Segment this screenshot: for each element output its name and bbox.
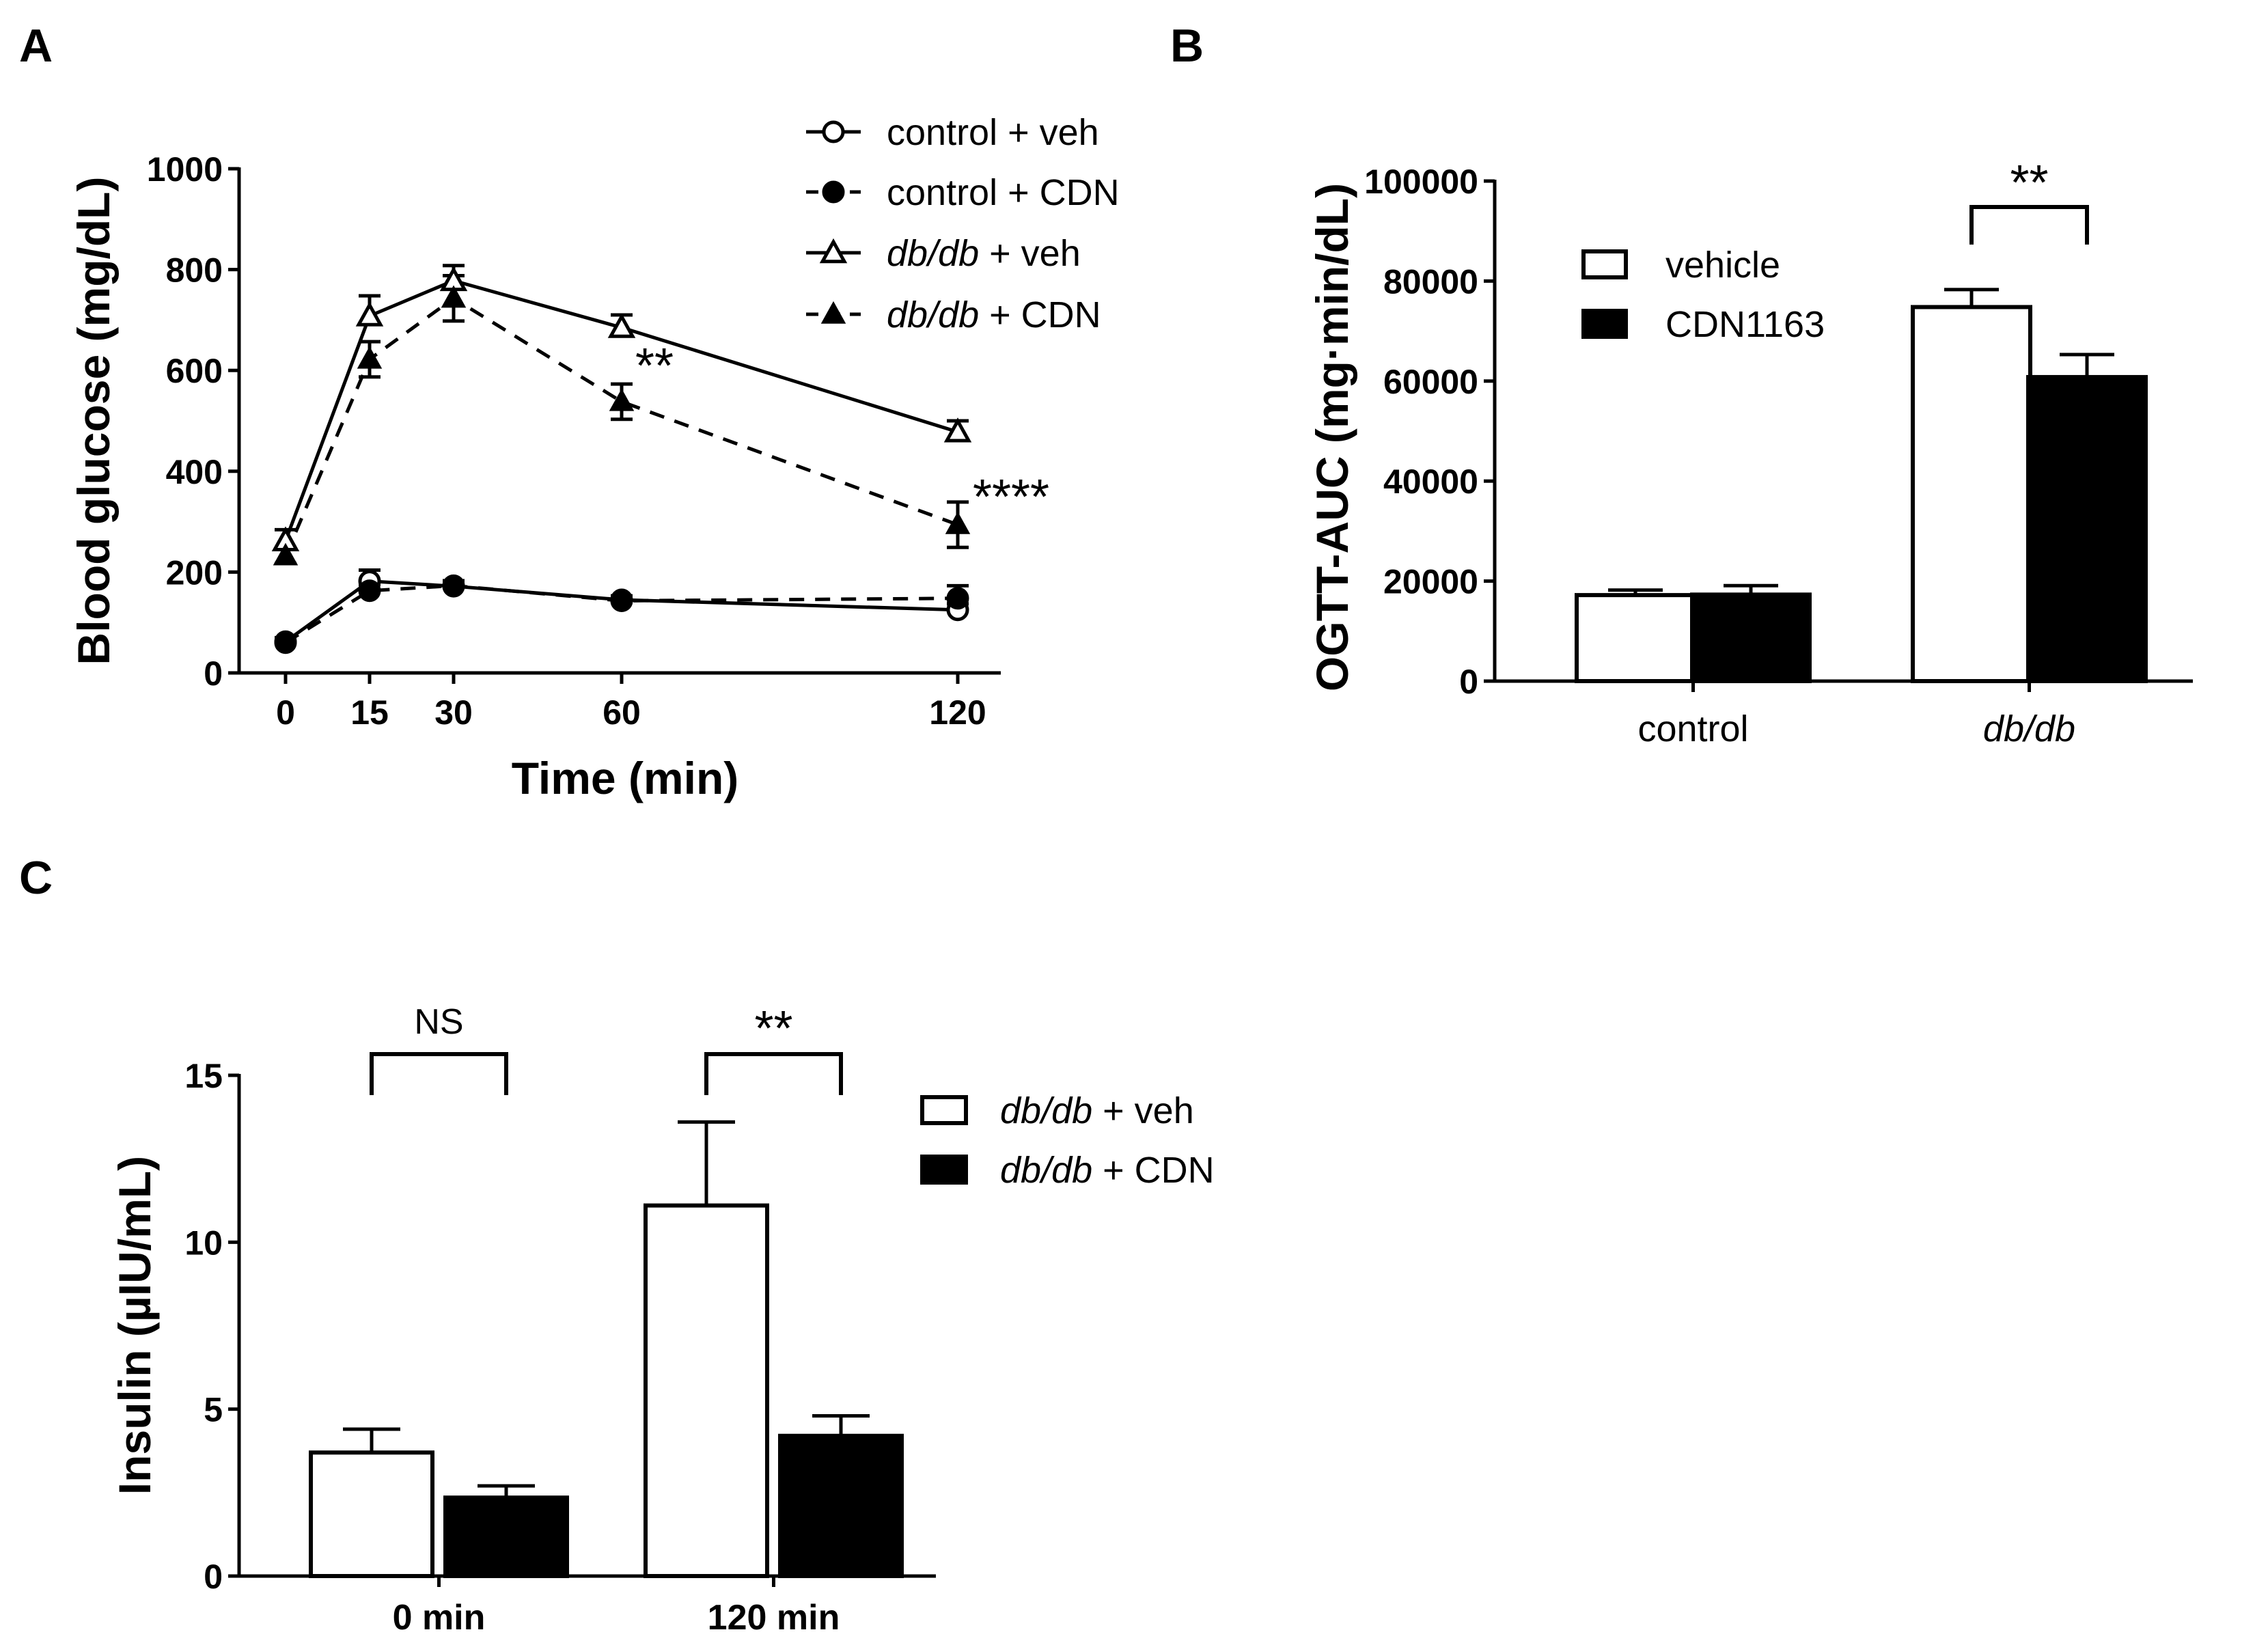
legend-label-part: db/db bbox=[1000, 1090, 1092, 1131]
legend-label-part: control bbox=[887, 112, 997, 153]
significance-label: **** bbox=[973, 470, 1049, 525]
bar-cdn1163 bbox=[1690, 592, 1812, 684]
y-tick-label: 0 bbox=[204, 1558, 223, 1596]
legend-label: db/db + CDN bbox=[1000, 1150, 1215, 1191]
bar-dbdb-cdn bbox=[778, 1433, 904, 1579]
significance-bracket bbox=[704, 1052, 843, 1095]
legend-label: vehicle bbox=[1665, 245, 1780, 286]
data-point bbox=[273, 542, 299, 566]
y-tick-label: 600 bbox=[166, 352, 223, 390]
x-tick-label: 120 bbox=[929, 693, 986, 732]
y-axis-title: Insulin (µIU/mL) bbox=[109, 1156, 160, 1495]
x-tick-label: 30 bbox=[434, 693, 473, 732]
y-tick-label: 20000 bbox=[1383, 563, 1478, 601]
legend-label-part: + veh bbox=[979, 233, 1081, 274]
significance-label: ** bbox=[635, 339, 674, 394]
legend-label: CDN1163 bbox=[1665, 304, 1825, 345]
legend-label-part: + CDN bbox=[997, 172, 1120, 213]
significance-label: ** bbox=[754, 1002, 792, 1056]
y-tick-label: 15 bbox=[184, 1057, 223, 1095]
y-tick-label: 80000 bbox=[1383, 262, 1478, 301]
legend-label-part: + veh bbox=[1092, 1090, 1194, 1131]
data-point bbox=[943, 417, 972, 443]
legend-swatch bbox=[1581, 309, 1628, 339]
bar-vehicle bbox=[1575, 593, 1696, 684]
legend-label: control + CDN bbox=[887, 172, 1120, 213]
legend-marker bbox=[820, 301, 846, 324]
y-tick-label: 5 bbox=[204, 1391, 223, 1429]
data-point bbox=[358, 579, 381, 603]
data-point bbox=[945, 511, 971, 534]
data-point bbox=[946, 587, 969, 610]
y-tick-label: 400 bbox=[166, 453, 223, 491]
legend-swatch bbox=[920, 1095, 968, 1125]
panel-c-chart: 0 5 10 15 Insulin (µIU/mL) 0 min NS 120 min ** db… bbox=[109, 1002, 1215, 1638]
x-axis-title: Time (min) bbox=[512, 753, 738, 803]
legend-label-part: db/db bbox=[887, 294, 979, 335]
x-category-label: db/db bbox=[1983, 708, 2075, 749]
legend-label: db/db + veh bbox=[887, 233, 1081, 274]
legend-marker bbox=[819, 238, 848, 264]
y-tick-label: 800 bbox=[166, 251, 223, 290]
panel-b-letter: B bbox=[1170, 20, 1204, 72]
data-point bbox=[441, 285, 467, 308]
legend-label-part: + CDN bbox=[979, 294, 1101, 335]
x-category-label: control bbox=[1637, 708, 1748, 749]
x-tick-label: 15 bbox=[350, 693, 389, 732]
y-tick-label: 40000 bbox=[1383, 462, 1478, 501]
x-category-label: 120 min bbox=[708, 1598, 840, 1638]
legend-label-part: db/db bbox=[887, 233, 979, 274]
y-tick-label: 1000 bbox=[147, 150, 223, 189]
y-axis-title: Blood glucose (mg/dL) bbox=[68, 177, 119, 665]
legend-label: db/db + CDN bbox=[887, 294, 1101, 335]
data-point bbox=[274, 631, 297, 654]
y-tick-label: 10 bbox=[184, 1224, 223, 1262]
legend-label: control + veh bbox=[887, 112, 1099, 153]
data-point bbox=[610, 589, 633, 612]
significance-bracket bbox=[1969, 205, 2089, 245]
y-tick-label: 0 bbox=[1459, 663, 1478, 701]
bar-dbdb-veh bbox=[309, 1450, 434, 1579]
y-axis-title: OGTT-AUC (mg·min/dL) bbox=[1307, 183, 1357, 691]
data-point bbox=[357, 346, 383, 369]
x-tick-label: 60 bbox=[603, 693, 641, 732]
legend-label-part: + veh bbox=[997, 112, 1099, 153]
panel-a-chart: 0 200 400 600 800 1000 0 15 30 60 120 Time (min) Blo… bbox=[68, 112, 1120, 803]
legend-label-part: control bbox=[887, 172, 997, 213]
significance-bracket bbox=[370, 1052, 508, 1095]
data-point bbox=[442, 574, 465, 597]
legend-swatch bbox=[1581, 249, 1628, 279]
legend-marker bbox=[822, 120, 845, 143]
legend-swatch bbox=[920, 1155, 968, 1185]
bar-dbdb-veh bbox=[644, 1203, 769, 1578]
significance-label: NS bbox=[414, 1002, 463, 1042]
bar-vehicle bbox=[1911, 305, 2032, 683]
y-tick-label: 200 bbox=[166, 553, 223, 592]
legend-label-part: db/db bbox=[1000, 1150, 1092, 1191]
panel-c-letter: C bbox=[19, 852, 53, 904]
bar-cdn1163 bbox=[2026, 374, 2148, 683]
data-point bbox=[355, 301, 384, 327]
legend-label: db/db + veh bbox=[1000, 1090, 1194, 1131]
data-point bbox=[607, 313, 636, 338]
panel-a-letter: A bbox=[19, 20, 53, 72]
y-tick-label: 0 bbox=[204, 654, 223, 693]
x-tick-label: 0 bbox=[276, 693, 295, 732]
y-tick-label: 60000 bbox=[1383, 363, 1478, 401]
y-tick-label: 100000 bbox=[1364, 163, 1478, 201]
significance-label: ** bbox=[2010, 156, 2048, 210]
legend-marker bbox=[822, 180, 845, 204]
legend-label-part: + CDN bbox=[1092, 1150, 1215, 1191]
data-point bbox=[609, 388, 635, 411]
x-category-label: 0 min bbox=[393, 1598, 486, 1638]
bar-dbdb-cdn bbox=[443, 1495, 569, 1578]
